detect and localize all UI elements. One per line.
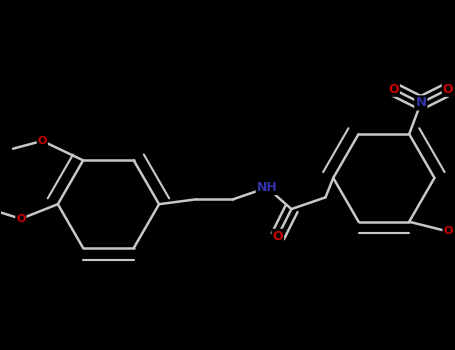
Text: O: O (16, 214, 25, 224)
Text: O: O (444, 226, 453, 237)
Text: O: O (273, 230, 283, 243)
Text: O: O (443, 83, 453, 96)
Text: NH: NH (257, 181, 278, 194)
Text: N: N (415, 97, 426, 110)
Text: O: O (388, 83, 399, 96)
Text: O: O (38, 136, 47, 146)
